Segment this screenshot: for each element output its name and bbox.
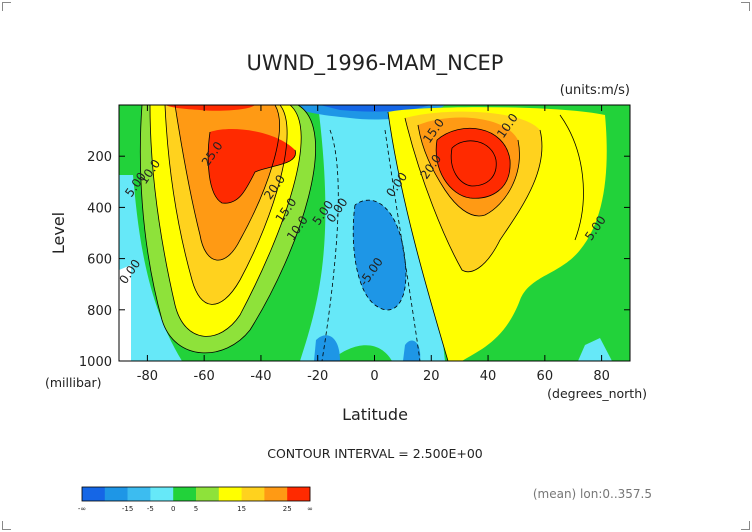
colorbar-swatch: [264, 487, 288, 501]
colorbar-swatch: [150, 487, 174, 501]
colorbar-label: 5: [194, 505, 198, 513]
colorbar-swatch: [196, 487, 220, 501]
x-tick-label: 20: [423, 369, 440, 384]
x-tick-label: -80: [137, 369, 158, 384]
colorbar-swatch: [82, 487, 106, 501]
colorbar-swatch: [218, 487, 242, 501]
y-units-label: (millibar): [45, 375, 102, 390]
contour-line: [435, 127, 511, 199]
x-axis: -80 -60 -40 -20 0 20 40 60 80: [137, 105, 610, 384]
colorbar-label: -5: [147, 505, 154, 513]
region-blue-low-left: [314, 335, 340, 361]
region-missing: [119, 265, 131, 361]
y-tick-label: 1000: [79, 355, 112, 370]
colorbar-label: 25: [283, 505, 292, 513]
corner-mark-top-right: [741, 2, 750, 11]
x-tick-label: -20: [307, 369, 328, 384]
contour-line: [139, 105, 317, 354]
contour-line: [450, 140, 497, 187]
colorbar-swatch: [173, 487, 197, 501]
region-cyan-south: [119, 175, 182, 361]
colorbar-label: ∞: [307, 505, 313, 513]
x-tick-label: -60: [194, 369, 215, 384]
y-tick-label: 600: [87, 253, 112, 268]
y-axis-label: Level: [49, 212, 68, 254]
x-tick-label: 0: [370, 369, 378, 384]
contour-line: [559, 114, 584, 241]
x-tick-label: 60: [537, 369, 554, 384]
x-units-label: (degrees_north): [547, 386, 647, 401]
corner-mark-top-left: [2, 2, 11, 11]
corner-mark-bottom-right: [741, 521, 750, 530]
colorbar-label: -15: [122, 505, 133, 513]
contour-line: [417, 124, 520, 217]
colorbar-swatch: [241, 487, 265, 501]
contour-fill: [119, 105, 630, 361]
x-tick-label: -40: [250, 369, 271, 384]
y-tick-label: 200: [87, 150, 112, 165]
contour-line: [352, 199, 407, 311]
colorbar-label: 0: [171, 505, 175, 513]
footer-text: (mean) lon:0..357.5: [533, 487, 652, 501]
contour-line: [321, 129, 339, 361]
region-cyan-north: [578, 338, 612, 361]
colorbar-label: 15: [237, 505, 246, 513]
colorbar-swatch: [287, 487, 311, 501]
y-tick-label: 800: [87, 304, 112, 319]
sh-jet-top: [165, 105, 255, 111]
colorbar-label: -∞: [78, 505, 86, 513]
contour-lines: [139, 105, 584, 361]
colorbar: [81, 486, 311, 502]
region-blue-low-right: [403, 340, 421, 361]
colorbar-frame: [81, 486, 311, 502]
y-axis: 200 400 600 800 1000: [79, 150, 630, 370]
contour-interval-text: CONTOUR INTERVAL = 2.500E+00: [267, 446, 483, 461]
contour-line: [207, 131, 296, 204]
colorbar-swatch: [127, 487, 151, 501]
y-tick-label: 400: [87, 201, 112, 216]
chart-units: (units:m/s): [560, 83, 630, 98]
contour-line: [149, 105, 302, 337]
contour-line: [387, 111, 449, 361]
corner-mark-bottom-left: [2, 521, 11, 530]
colorbar-labels: -∞ -15 -5 0 5 15 25 ∞: [78, 505, 313, 513]
region-blue-center: [353, 200, 406, 310]
contour-line: [174, 105, 280, 261]
chart-title: UWND_1996-MAM_NCEP: [247, 51, 504, 76]
x-axis-label: Latitude: [342, 405, 408, 424]
contour-line: [164, 105, 288, 305]
x-tick-label: 80: [593, 369, 610, 384]
colorbar-swatch: [104, 487, 128, 501]
x-tick-label: 40: [480, 369, 497, 384]
contour-lines-negative: [321, 129, 421, 361]
sh-jet-core: [208, 129, 296, 204]
contour-line: [384, 129, 421, 361]
contour-line: [404, 117, 543, 273]
